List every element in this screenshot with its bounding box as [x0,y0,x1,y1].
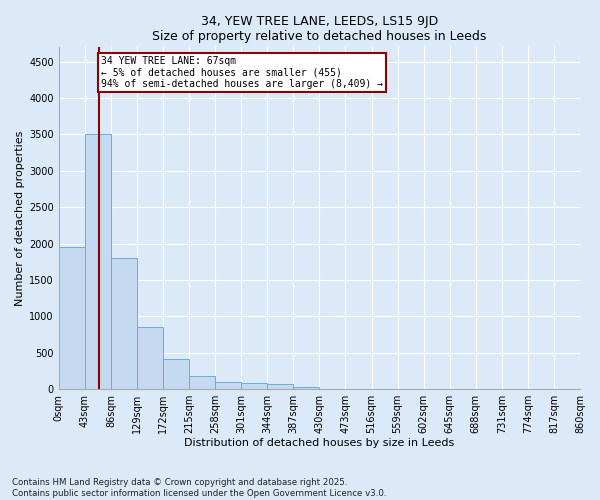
X-axis label: Distribution of detached houses by size in Leeds: Distribution of detached houses by size … [184,438,455,448]
Bar [85,134,111,389]
Bar [267,384,293,389]
Bar [293,387,319,389]
Bar [111,258,137,389]
Y-axis label: Number of detached properties: Number of detached properties [15,130,25,306]
Bar [163,358,189,389]
Text: 34 YEW TREE LANE: 67sqm
← 5% of detached houses are smaller (455)
94% of semi-de: 34 YEW TREE LANE: 67sqm ← 5% of detached… [101,56,383,89]
Bar [215,382,241,389]
Bar [59,247,85,389]
Text: Contains HM Land Registry data © Crown copyright and database right 2025.
Contai: Contains HM Land Registry data © Crown c… [12,478,386,498]
Bar [137,327,163,389]
Title: 34, YEW TREE LANE, LEEDS, LS15 9JD
Size of property relative to detached houses : 34, YEW TREE LANE, LEEDS, LS15 9JD Size … [152,15,487,43]
Bar [189,376,215,389]
Bar [241,384,267,389]
